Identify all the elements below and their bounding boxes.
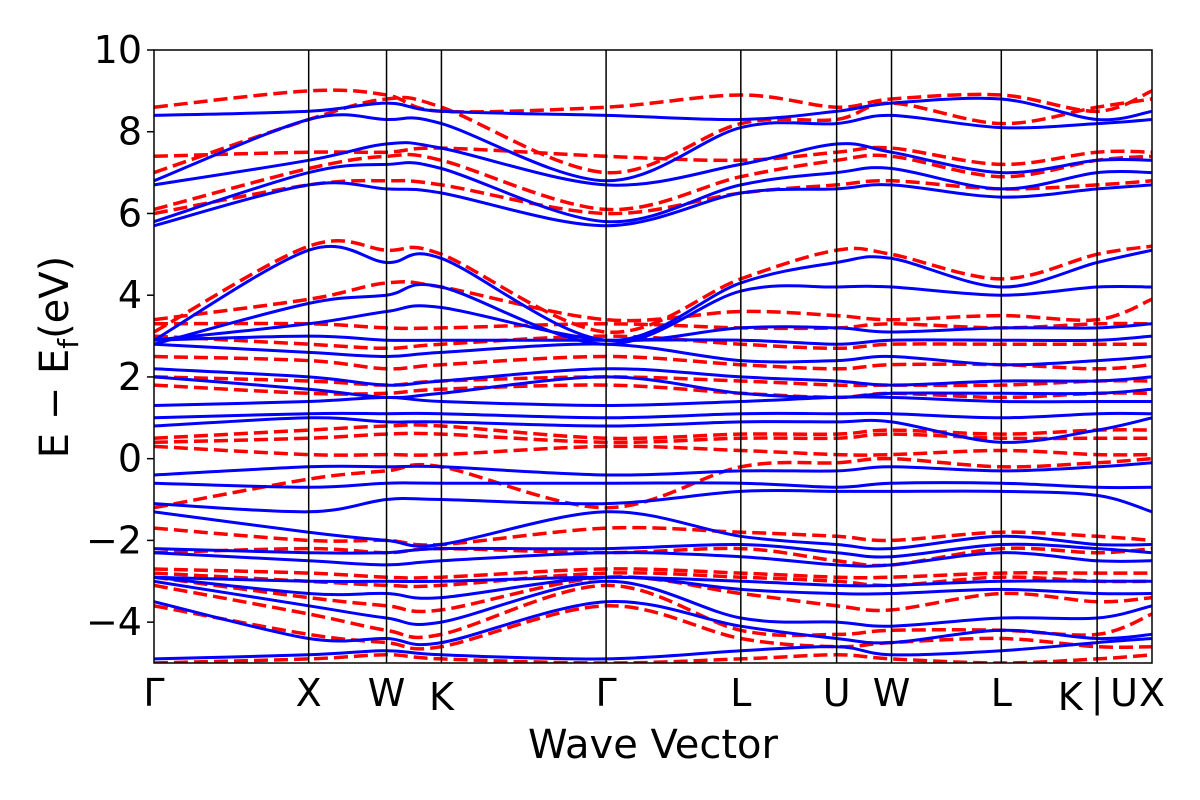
y-tick-label: 8 bbox=[118, 110, 142, 154]
x-tick-label: Γ bbox=[596, 671, 617, 715]
solid-band-line bbox=[154, 342, 1152, 367]
y-tick-label: −2 bbox=[86, 518, 142, 562]
solid-band-line bbox=[154, 542, 1152, 559]
x-tick-label: U bbox=[1110, 671, 1138, 715]
x-tick-label: W bbox=[368, 671, 406, 715]
series-solid-blue bbox=[154, 96, 1152, 661]
y-axis-ticks: 10 8 6 4 2 0 −2 −4 bbox=[86, 28, 154, 644]
solid-band-line bbox=[154, 599, 1152, 647]
y-tick-label: 6 bbox=[118, 191, 142, 235]
solid-band-line bbox=[154, 161, 1152, 224]
x-tick-label: U bbox=[823, 671, 851, 715]
x-tick-label: X bbox=[296, 671, 322, 715]
solid-band-line bbox=[154, 510, 1152, 551]
x-axis-label: Wave Vector bbox=[528, 722, 779, 768]
dashed-band-line bbox=[154, 88, 1152, 114]
dashed-band-line bbox=[154, 152, 1152, 212]
y-axis-label-main: E − E bbox=[32, 349, 78, 459]
y-tick-label: 0 bbox=[118, 437, 142, 481]
x-tick-label: | bbox=[1091, 671, 1104, 716]
dashed-band-line bbox=[154, 279, 1152, 323]
solid-band-line bbox=[154, 282, 1152, 346]
y-tick-label: 10 bbox=[94, 28, 142, 72]
solid-band-line bbox=[154, 395, 1152, 407]
solid-band-line bbox=[154, 304, 1152, 343]
solid-band-line bbox=[154, 141, 1152, 187]
solid-band-line bbox=[154, 96, 1152, 122]
x-tick-label: Γ bbox=[143, 671, 164, 715]
solid-band-line bbox=[154, 334, 1152, 346]
x-tick-label: L bbox=[730, 671, 751, 715]
dashed-band-line bbox=[154, 145, 1152, 167]
y-tick-label: −4 bbox=[86, 600, 142, 644]
high-symmetry-lines bbox=[307, 50, 1098, 663]
x-tick-label: X bbox=[1139, 671, 1165, 715]
y-axis-label: E − Ef(eV) bbox=[32, 256, 85, 459]
x-tick-label: K bbox=[1058, 675, 1084, 719]
x-axis-ticks: Γ X W K Γ L U W L K | U X bbox=[143, 671, 1165, 719]
y-axis-label-subscript: f bbox=[52, 338, 85, 349]
dashed-band-line bbox=[154, 456, 1152, 510]
solid-band-line bbox=[154, 637, 1152, 661]
solid-band-line bbox=[154, 367, 1152, 387]
solid-band-line bbox=[154, 488, 1152, 514]
solid-band-line bbox=[154, 244, 1152, 342]
y-tick-label: 2 bbox=[118, 355, 142, 399]
x-tick-label: K bbox=[429, 675, 455, 719]
solid-band-line bbox=[154, 551, 1152, 568]
x-tick-label: L bbox=[991, 671, 1012, 715]
solid-band-line bbox=[154, 411, 1152, 420]
solid-band-line bbox=[154, 481, 1152, 490]
bands-group bbox=[154, 88, 1152, 663]
solid-band-line bbox=[154, 461, 1152, 477]
y-tick-label: 4 bbox=[118, 273, 142, 317]
x-tick-label: W bbox=[873, 671, 911, 715]
solid-band-line bbox=[154, 181, 1152, 228]
solid-band-line bbox=[154, 575, 1152, 588]
dashed-band-line bbox=[154, 546, 1152, 568]
dashed-band-line bbox=[154, 525, 1152, 547]
dashed-band-line bbox=[154, 575, 1152, 614]
solid-band-line bbox=[154, 375, 1152, 400]
solid-band-line bbox=[154, 579, 1152, 628]
plot-frame bbox=[153, 49, 1153, 664]
solid-band-line bbox=[154, 575, 1152, 600]
y-axis-label-unit: (eV) bbox=[32, 256, 78, 339]
solid-band-line bbox=[154, 416, 1152, 444]
